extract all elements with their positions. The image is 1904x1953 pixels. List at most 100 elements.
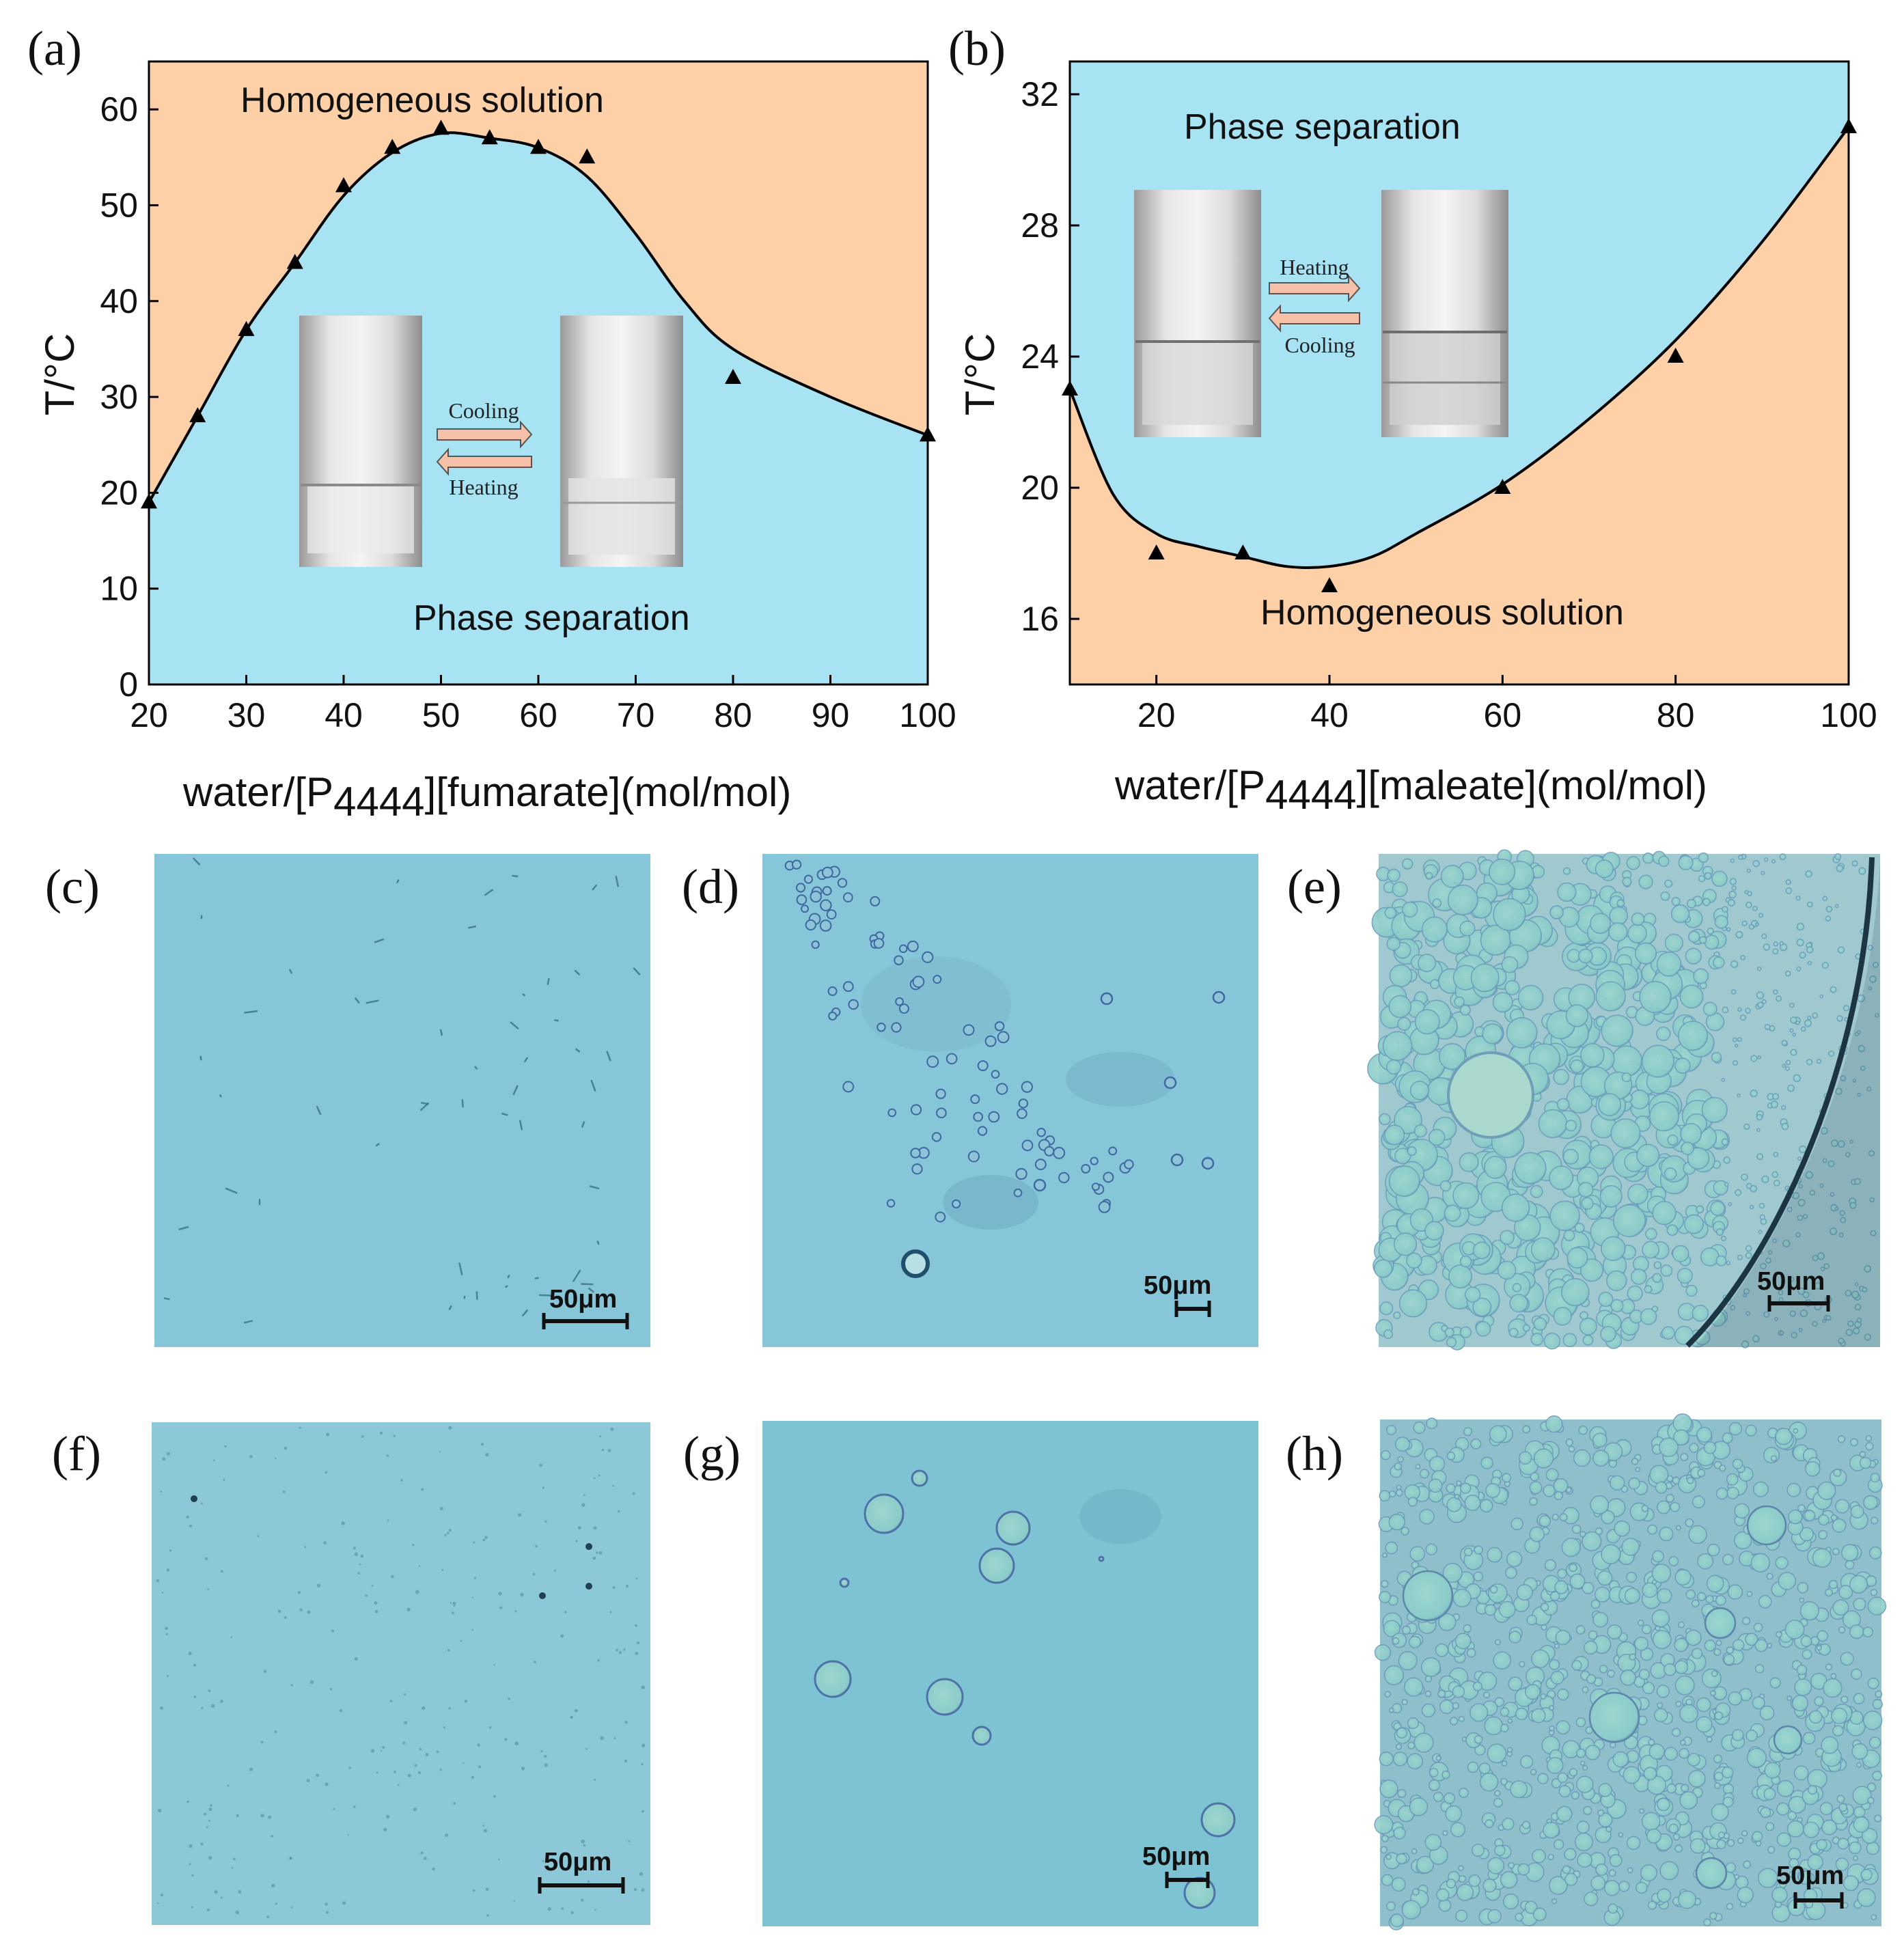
inset-label-heating-b: Heating <box>1280 255 1349 279</box>
y-tick-label-a-5: 50 <box>100 186 138 224</box>
x-tick-label-a-6: 80 <box>714 696 752 734</box>
micrograph-e: (e) 50μm <box>1287 849 1880 1351</box>
chart-b: 20 40 60 80 100 16 20 24 28 32 (b) Phase separati… <box>948 21 1877 818</box>
panel-label-c: (c) <box>45 859 100 914</box>
data-point-b-5 <box>1667 348 1684 363</box>
x-tick-label-b-4: 100 <box>1820 696 1877 734</box>
data-point-a-9 <box>579 148 596 164</box>
x-tick-label-a-5: 70 <box>617 696 655 734</box>
data-point-b-3 <box>1321 577 1338 592</box>
micrograph-h: (h) 50μm <box>1286 1413 1887 1930</box>
x-axis-title-b: water/[P4444][maleate](mol/mol) <box>1114 762 1707 818</box>
arrow-left-b <box>1268 304 1360 333</box>
micrograph-image-d <box>762 854 1258 1347</box>
micrograph-image-c <box>154 854 650 1347</box>
micrograph-d: (d) 50μm <box>682 854 1258 1347</box>
scale-bar-label-g: 50μm <box>1142 1842 1210 1871</box>
y-axis-title-a: T/°C <box>37 333 83 416</box>
panel-label-a: (a) <box>27 21 82 76</box>
micrograph-g: (g) 50μm <box>683 1421 1258 1926</box>
y-tick-label-a-4: 40 <box>100 282 138 320</box>
x-tick-label-b-3: 80 <box>1657 696 1695 734</box>
panel-label-e: (e) <box>1287 859 1342 914</box>
plot-area-a <box>141 60 936 686</box>
inset-vials-b: Heating Cooling <box>1134 190 1508 437</box>
region-label-phase-separation-b: Phase separation <box>1184 107 1461 147</box>
x-axis-title-b-pre: water/[P <box>1114 762 1265 808</box>
inset-label-cooling-a: Cooling <box>448 398 519 423</box>
arrow-left-a <box>436 447 532 476</box>
inset-label-heating-a: Heating <box>449 475 518 499</box>
panel-label-b: (b) <box>948 21 1006 76</box>
x-axis-title-a-post: ][fumarate](mol/mol) <box>425 769 792 815</box>
region-label-phase-separation-a: Phase separation <box>413 598 690 638</box>
y-tick-label-a-2: 20 <box>100 473 138 512</box>
scale-bar-label-f: 50μm <box>544 1848 611 1876</box>
data-point-a-5 <box>384 139 401 154</box>
y-tick-label-a-1: 10 <box>100 570 138 608</box>
region-label-homogeneous-b: Homogeneous solution <box>1260 593 1624 633</box>
x-tick-label-b-0: 20 <box>1137 696 1176 734</box>
data-point-a-8 <box>530 139 547 154</box>
panel-label-h: (h) <box>1286 1426 1343 1481</box>
plot-frame-b <box>1068 60 1850 686</box>
y-tick-label-b-0: 16 <box>1021 600 1059 638</box>
arrow-right-a <box>437 420 533 449</box>
micrograph-f: (f) 50μm <box>52 1422 650 1925</box>
x-tick-label-a-7: 90 <box>812 696 850 734</box>
inset-label-cooling-b: Cooling <box>1284 333 1355 357</box>
x-tick-label-b-1: 40 <box>1310 696 1349 734</box>
y-tick-label-a-6: 60 <box>100 90 138 128</box>
y-tick-label-b-3: 28 <box>1021 206 1059 245</box>
panel-label-g: (g) <box>683 1426 741 1481</box>
data-point-a-3 <box>286 253 303 269</box>
panel-label-f: (f) <box>52 1426 101 1481</box>
x-axis-title-a: water/[P4444][fumarate](mol/mol) <box>182 769 791 825</box>
data-point-a-4 <box>335 177 352 193</box>
y-tick-label-b-1: 20 <box>1021 469 1059 507</box>
region-label-homogeneous-a: Homogeneous solution <box>240 81 604 120</box>
y-tick-label-a-3: 30 <box>100 378 138 416</box>
chart-a: 20 30 40 50 60 70 80 90 100 0 10 20 30 40 50 60 (a) Hom… <box>27 21 956 825</box>
particles-c <box>163 857 641 1324</box>
inset-vials-a: Cooling Heating <box>299 316 683 567</box>
data-point-a-10 <box>725 369 741 385</box>
droplets-d <box>784 859 1226 1223</box>
micrograph-c: (c) 50μm <box>45 854 650 1347</box>
arrow-right-b <box>1269 274 1361 303</box>
x-axis-title-b-post: ][maleate](mol/mol) <box>1357 762 1707 808</box>
data-point-a-7 <box>481 129 498 145</box>
droplets-g <box>814 1469 1236 1909</box>
x-tick-label-a-1: 30 <box>227 696 266 734</box>
x-tick-label-a-8: 100 <box>899 696 956 734</box>
scale-bar-label-e: 50μm <box>1757 1267 1825 1296</box>
x-tick-label-a-4: 60 <box>519 696 557 734</box>
scale-bar-label-c: 50μm <box>549 1285 617 1314</box>
x-axis-title-a-pre: water/[P <box>182 769 333 815</box>
particles-f <box>156 1426 646 1919</box>
y-tick-label-b-4: 32 <box>1021 75 1059 113</box>
x-axis-title-b-sub: 4444 <box>1265 772 1356 818</box>
y-axis-title-b: T/°C <box>957 333 1003 416</box>
homogeneous-region-b <box>1070 127 1849 684</box>
coverslip-edge-e <box>1694 857 1880 1347</box>
axis-ticks-b: 20 40 60 80 100 16 20 24 28 32 <box>1021 75 1877 734</box>
x-tick-label-a-3: 50 <box>422 696 460 734</box>
data-point-a-2 <box>238 320 255 336</box>
x-tick-label-b-2: 60 <box>1484 696 1522 734</box>
scale-bar-label-h: 50μm <box>1776 1861 1844 1890</box>
large-droplet-d <box>901 1249 930 1278</box>
data-point-a-6 <box>432 120 450 135</box>
axis-ticks-a: 20 30 40 50 60 70 80 90 100 0 10 20 30 40 50 60 <box>100 90 956 734</box>
y-tick-label-a-0: 0 <box>119 665 138 704</box>
data-point-b-2 <box>1234 544 1252 559</box>
panel-label-d: (d) <box>682 859 739 914</box>
scale-bar-label-d: 50μm <box>1144 1271 1211 1300</box>
data-point-b-1 <box>1148 544 1165 559</box>
data-point-a-1 <box>189 407 206 423</box>
x-tick-label-a-0: 20 <box>130 696 168 734</box>
droplet-field-h <box>1374 1413 1887 1930</box>
y-tick-label-b-2: 24 <box>1021 337 1059 376</box>
x-tick-label-a-2: 40 <box>325 696 363 734</box>
